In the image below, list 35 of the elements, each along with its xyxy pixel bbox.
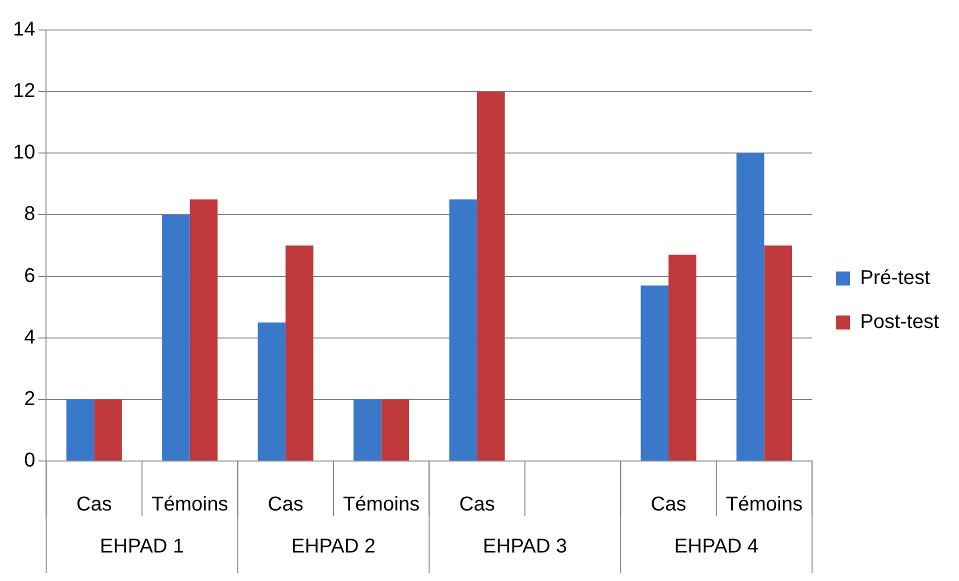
bar bbox=[764, 246, 792, 460]
bar bbox=[354, 399, 382, 460]
bar bbox=[190, 199, 218, 460]
y-tick-label: 6 bbox=[24, 264, 36, 287]
legend-label: Post-test bbox=[860, 311, 940, 334]
y-tick-label: 4 bbox=[24, 326, 36, 348]
x-tick-label: Cas bbox=[459, 494, 495, 516]
text: EHPAD 4 bbox=[674, 536, 758, 558]
bar bbox=[668, 254, 696, 460]
bar bbox=[640, 286, 668, 460]
y-tick-label: 2 bbox=[24, 388, 36, 410]
x-tick-label: Cas bbox=[76, 494, 112, 516]
text: EHPAD 2 bbox=[291, 536, 376, 558]
text: EHPAD 1 bbox=[100, 536, 184, 558]
y-tick-label: 14 bbox=[12, 18, 36, 41]
y-tick-label: 10 bbox=[12, 142, 36, 164]
x-tick-label: Témoins bbox=[726, 494, 803, 516]
y-tick-label: 0 bbox=[24, 450, 36, 472]
legend-label: Pré-test bbox=[860, 267, 931, 290]
bar bbox=[162, 214, 190, 460]
bar bbox=[66, 399, 94, 460]
y-tick-label: 8 bbox=[24, 203, 36, 226]
x-tick-label: Témoins bbox=[151, 494, 228, 516]
bar bbox=[94, 399, 122, 460]
y-tick-label: 12 bbox=[12, 80, 36, 102]
bar bbox=[477, 92, 505, 460]
bar bbox=[736, 153, 764, 460]
text: EHPAD 3 bbox=[482, 536, 567, 558]
bar bbox=[286, 246, 314, 460]
bar bbox=[449, 199, 478, 460]
x-tick-label: Témoins bbox=[342, 494, 420, 516]
bar bbox=[381, 399, 410, 460]
x-tick-label: Cas bbox=[268, 494, 304, 516]
x-tick-label: Cas bbox=[650, 494, 686, 516]
bar bbox=[258, 322, 286, 460]
